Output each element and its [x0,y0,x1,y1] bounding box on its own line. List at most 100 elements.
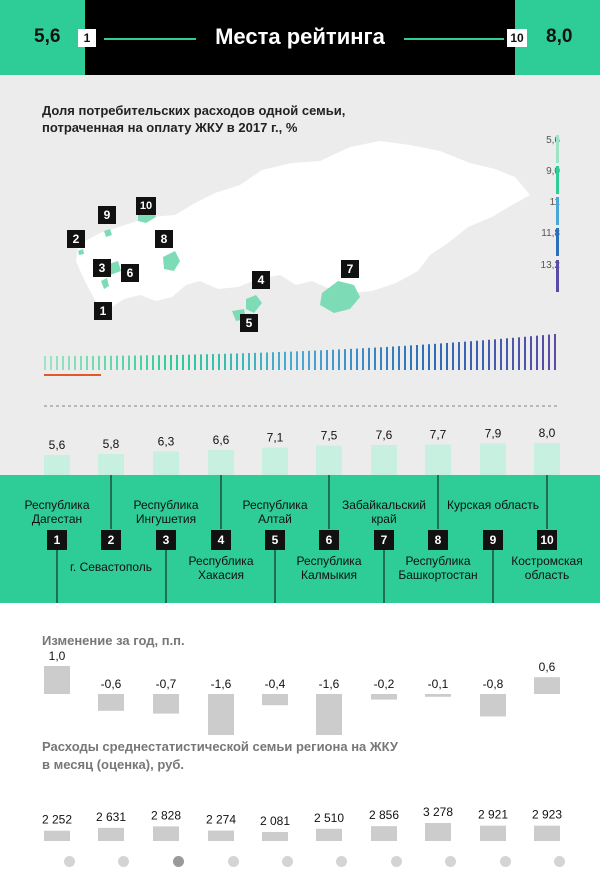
share-bar [153,451,179,475]
region-shape-dagestan [101,278,109,289]
distribution-bar [428,344,430,370]
rank-box-7: 7 [374,530,394,550]
pager-dot[interactable] [282,856,293,867]
distribution-bar [134,355,136,370]
expense-bar-label: 2 856 [369,808,399,822]
distribution-bar [338,349,340,370]
distribution-bar [164,355,166,370]
distribution-bar [194,354,196,370]
region-label: Забайкальский край [342,498,426,526]
legend-label-5: 13,2 [540,260,560,271]
distribution-bar [80,355,82,370]
distribution-bar [464,341,466,370]
expense-bar-label: 2 921 [478,808,508,822]
distribution-bar [284,351,286,370]
distribution-bar [302,351,304,370]
distribution-bar [392,346,394,370]
distribution-bar [524,336,526,370]
map-marker-5: 5 [240,314,258,332]
distribution-bar [56,355,58,370]
header-right-line [404,38,504,40]
region-shape-zabaikalsky [320,281,360,313]
legend-swatch-4 [556,228,559,256]
distribution-bar [488,339,490,370]
distribution-bar [344,349,346,370]
change-bar-label: -0,2 [374,677,395,691]
change-bar-label: 1,0 [49,650,66,663]
region-label: Республика Алтай [242,498,308,526]
distribution-bar [446,342,448,370]
share-bar [425,444,451,475]
legend-swatch-2 [556,166,559,194]
pager-dot[interactable] [391,856,402,867]
distribution-bar [512,337,514,370]
region-label: Республика Дагестан [24,498,90,526]
distribution-bar [320,350,322,370]
share-bar-label: 7,5 [321,429,338,443]
distribution-bar [212,354,214,370]
rank-box-10: 10 [537,530,557,550]
distribution-bar [554,334,556,370]
expense-bar [316,828,342,841]
change-bar-label: -0,4 [265,677,286,691]
distribution-bar [140,355,142,370]
distribution-bar [236,353,238,370]
share-bar-label: 7,6 [376,428,393,442]
distribution-bar [500,338,502,370]
pager-dot[interactable] [336,856,347,867]
expense-bar [480,825,506,841]
page-title: Места рейтинга [215,24,385,49]
legend-label-3: 11 [549,197,560,208]
map-marker-1: 1 [94,302,112,320]
distribution-bar [506,338,508,370]
distribution-bar [416,345,418,370]
change-bar [153,694,179,714]
distribution-bar [530,336,532,370]
pager-dot[interactable] [64,856,75,867]
distribution-bar [68,355,70,370]
distribution-bar [200,354,202,370]
share-bar-label: 6,6 [213,433,230,447]
expense-bar [44,830,70,841]
distribution-bar [62,355,64,370]
share-bar [208,450,234,475]
map-title: Доля потребительских расходов одной семь… [42,103,346,135]
distribution-bar [278,352,280,370]
distribution-bar [518,337,520,370]
pager-dot[interactable] [554,856,565,867]
distribution-bar [122,355,124,370]
share-bar [371,445,397,475]
expense-bar-label: 2 631 [96,810,126,824]
legend-swatch-1 [556,135,559,163]
distribution-bar [422,344,424,370]
region-shape-khakasia [246,295,262,313]
pager-dot[interactable] [173,856,184,867]
rank-box-3: 3 [156,530,176,550]
share-bar-label: 7,1 [267,431,284,445]
change-bar-label: -1,6 [319,677,340,691]
distribution-bar [272,352,274,370]
pager-dot[interactable] [445,856,456,867]
map-marker-7: 7 [341,260,359,278]
header-left-panel [0,0,85,75]
distribution-bar [308,350,310,370]
pager-dot[interactable] [118,856,129,867]
map-marker-9: 9 [98,206,116,224]
expense-bar-label: 2 274 [206,813,236,827]
expense-bar-label: 2 923 [532,808,562,822]
legend-swatch-5 [556,260,559,292]
rank-box-6: 6 [319,530,339,550]
pager-dot[interactable] [500,856,511,867]
share-bar [534,443,560,475]
region-label: Курская область [447,498,539,512]
legend-label-2: 9,0 [546,166,560,177]
distribution-bar [254,352,256,370]
share-bar-chart: 5,6 5,8 6,3 6,6 7,1 7,5 7,6 7,7 7,9 8,0 [44,405,560,475]
share-bar-label: 7,9 [485,427,502,441]
expense-bar [153,826,179,841]
distribution-bar [362,348,364,370]
header-min-value: 5,6 [34,26,61,47]
distribution-bar [410,345,412,370]
region-label: Республика Хакасия [188,554,254,582]
pager-dot[interactable] [228,856,239,867]
